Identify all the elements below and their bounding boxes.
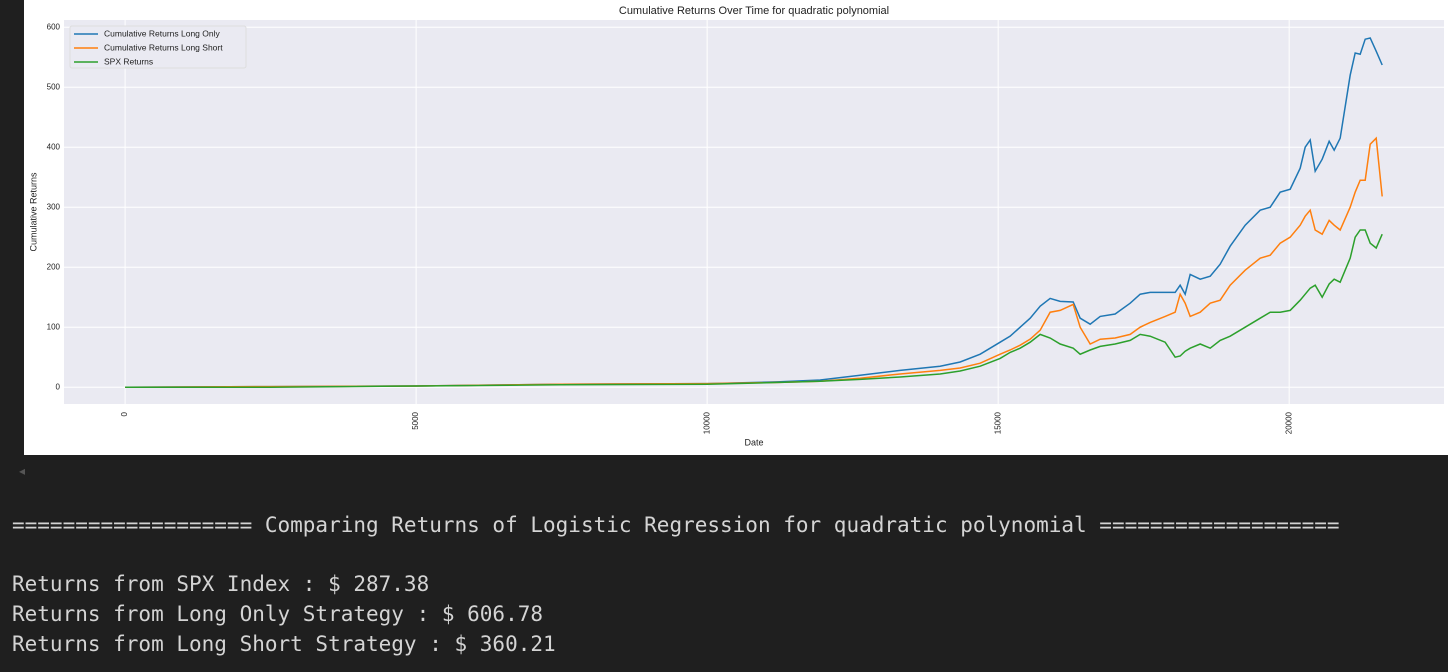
output-line: Returns from SPX Index : $ 287.38	[12, 572, 430, 596]
y-tick-label: 600	[47, 22, 61, 31]
output-heading: =================== Comparing Returns of…	[12, 513, 1340, 537]
y-axis-label: Cumulative Returns	[28, 172, 38, 252]
series-line	[125, 136, 1383, 388]
x-tick-label: 15000	[993, 411, 1002, 434]
output-line: Returns from Long Only Strategy : $ 606.…	[12, 602, 544, 626]
legend-box	[69, 25, 247, 69]
output-line: Returns from Long Short Strategy : $ 360…	[12, 632, 556, 656]
x-tick-label: 5000	[411, 411, 420, 429]
x-tick-label: 10000	[702, 411, 711, 434]
plot-area	[64, 20, 1444, 404]
chart-title: Cumulative Returns Over Time for quadrat…	[619, 5, 889, 17]
legend: Cumulative Returns Long Only Cumulative R…	[69, 25, 247, 69]
scroll-arrow[interactable]: ◂	[19, 464, 26, 478]
legend-label: Cumulative Returns Long Only	[104, 28, 221, 38]
y-tick-label: 500	[47, 82, 61, 91]
legend-label: SPX Returns	[104, 56, 153, 66]
x-axis-label: Date	[744, 437, 763, 447]
y-tick-label: 400	[47, 142, 61, 151]
lines	[125, 37, 1383, 388]
chart: Cumulative Returns Over Time for quadrat…	[24, 0, 1448, 455]
legend-label: Cumulative Returns Long Short	[104, 42, 223, 52]
x-tick-label: 0	[120, 411, 129, 416]
y-tick-label: 300	[47, 202, 61, 211]
series-line	[125, 229, 1383, 388]
y-tick-label: 0	[56, 382, 61, 391]
x-tick-label: 20000	[1284, 411, 1293, 434]
y-tick-label: 200	[47, 262, 61, 271]
y-tick-label: 100	[47, 322, 61, 331]
series-line	[125, 37, 1383, 388]
grid	[64, 20, 1444, 404]
